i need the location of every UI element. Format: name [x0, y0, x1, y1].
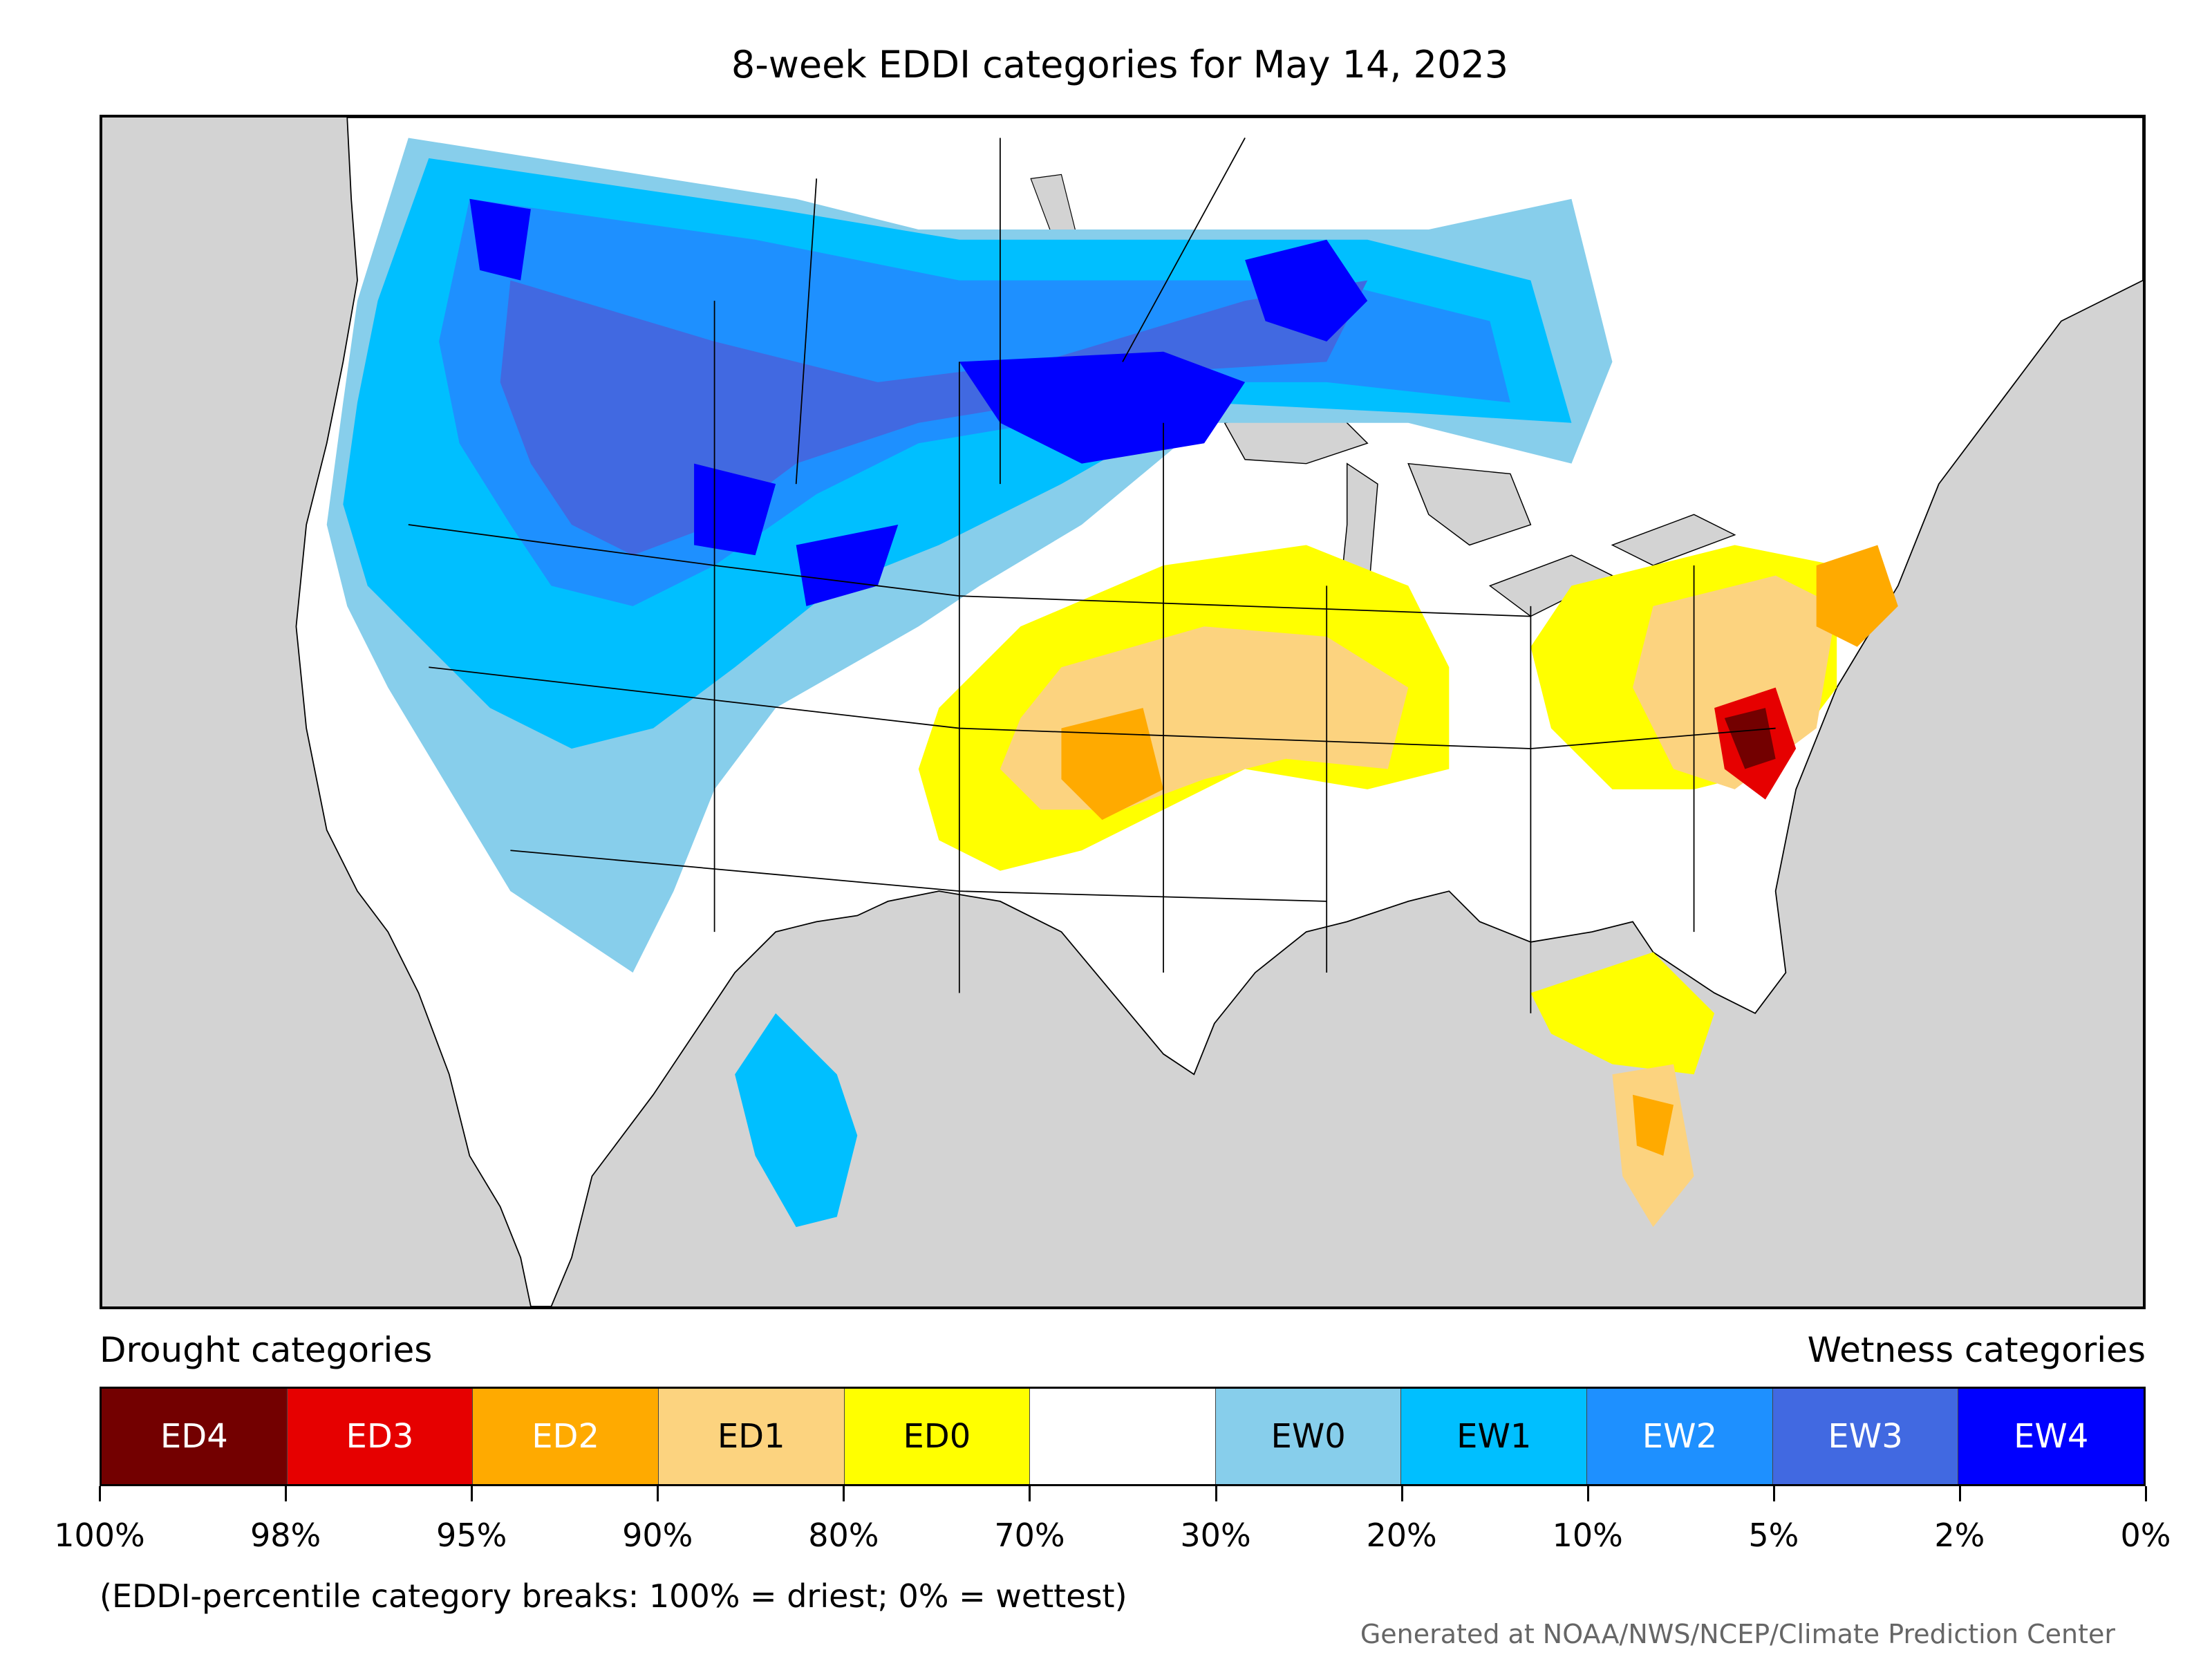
colorbar-tick-label: 95%: [436, 1517, 507, 1554]
colorbar-tick: [1958, 1486, 1961, 1501]
colorbar-tick-label: 100%: [54, 1517, 145, 1554]
colorbar-tick: [2145, 1486, 2147, 1501]
colorbar-cell-ed4: ED4: [102, 1389, 288, 1484]
percentile-note: (EDDI-percentile category breaks: 100% =…: [100, 1577, 1127, 1615]
colorbar-tick: [471, 1486, 474, 1501]
credit-text: Generated at NOAA/NWS/NCEP/Climate Predi…: [1360, 1619, 2115, 1649]
colorbar-cell-ew2: EW2: [1587, 1389, 1773, 1484]
colorbar-tick: [1400, 1486, 1403, 1501]
category-colorbar: ED4 ED3 ED2 ED1 ED0 EW0 EW1 EW2 EW3 EW4: [100, 1387, 2146, 1486]
colorbar-tick: [99, 1486, 101, 1501]
eddi-map: [100, 115, 2146, 1309]
colorbar-cell-ew1: EW1: [1401, 1389, 1588, 1484]
colorbar-tick-label: 70%: [994, 1517, 1065, 1554]
colorbar-cell-normal: [1030, 1389, 1216, 1484]
colorbar-tick-label: 90%: [622, 1517, 693, 1554]
colorbar-tick-label: 0%: [2120, 1517, 2171, 1554]
drought-categories-heading: Drought categories: [100, 1330, 433, 1370]
colorbar-tick: [1029, 1486, 1031, 1501]
colorbar-tick-label: 30%: [1180, 1517, 1251, 1554]
state-borders: [408, 138, 1776, 1013]
colorbar-cell-ew0: EW0: [1215, 1389, 1402, 1484]
wet-ew4-region: [469, 198, 1368, 606]
colorbar-tick-label: 20%: [1366, 1517, 1437, 1554]
colorbar-tick-label: 80%: [808, 1517, 879, 1554]
colorbar-cell-ed1: ED1: [658, 1389, 845, 1484]
colorbar-tick: [285, 1486, 288, 1501]
colorbar-tick-label: 10%: [1552, 1517, 1623, 1554]
colorbar-tick-label: 5%: [1748, 1517, 1799, 1554]
colorbar-cell-ew4: EW4: [1958, 1389, 2144, 1484]
colorbar-tick: [1772, 1486, 1775, 1501]
colorbar-cell-ed0: ED0: [844, 1389, 1031, 1484]
map-title: 8-week EDDI categories for May 14, 2023: [731, 43, 1509, 86]
colorbar-tick: [843, 1486, 845, 1501]
colorbar-cell-ew3: EW3: [1772, 1389, 1959, 1484]
colorbar-cell-ed2: ED2: [473, 1389, 659, 1484]
dry-ed1-region: [1000, 575, 1837, 1228]
map-canvas: [295, 118, 2143, 1306]
colorbar-tick-label: 2%: [1934, 1517, 1985, 1554]
wetness-categories-heading: Wetness categories: [1807, 1330, 2146, 1370]
dry-ed4-region: [1724, 708, 1776, 769]
colorbar-cell-ed3: ED3: [287, 1389, 474, 1484]
colorbar-tick: [1215, 1486, 1217, 1501]
colorbar-tick-label: 98%: [250, 1517, 321, 1554]
colorbar-tick: [1586, 1486, 1589, 1501]
colorbar-tick: [657, 1486, 659, 1501]
